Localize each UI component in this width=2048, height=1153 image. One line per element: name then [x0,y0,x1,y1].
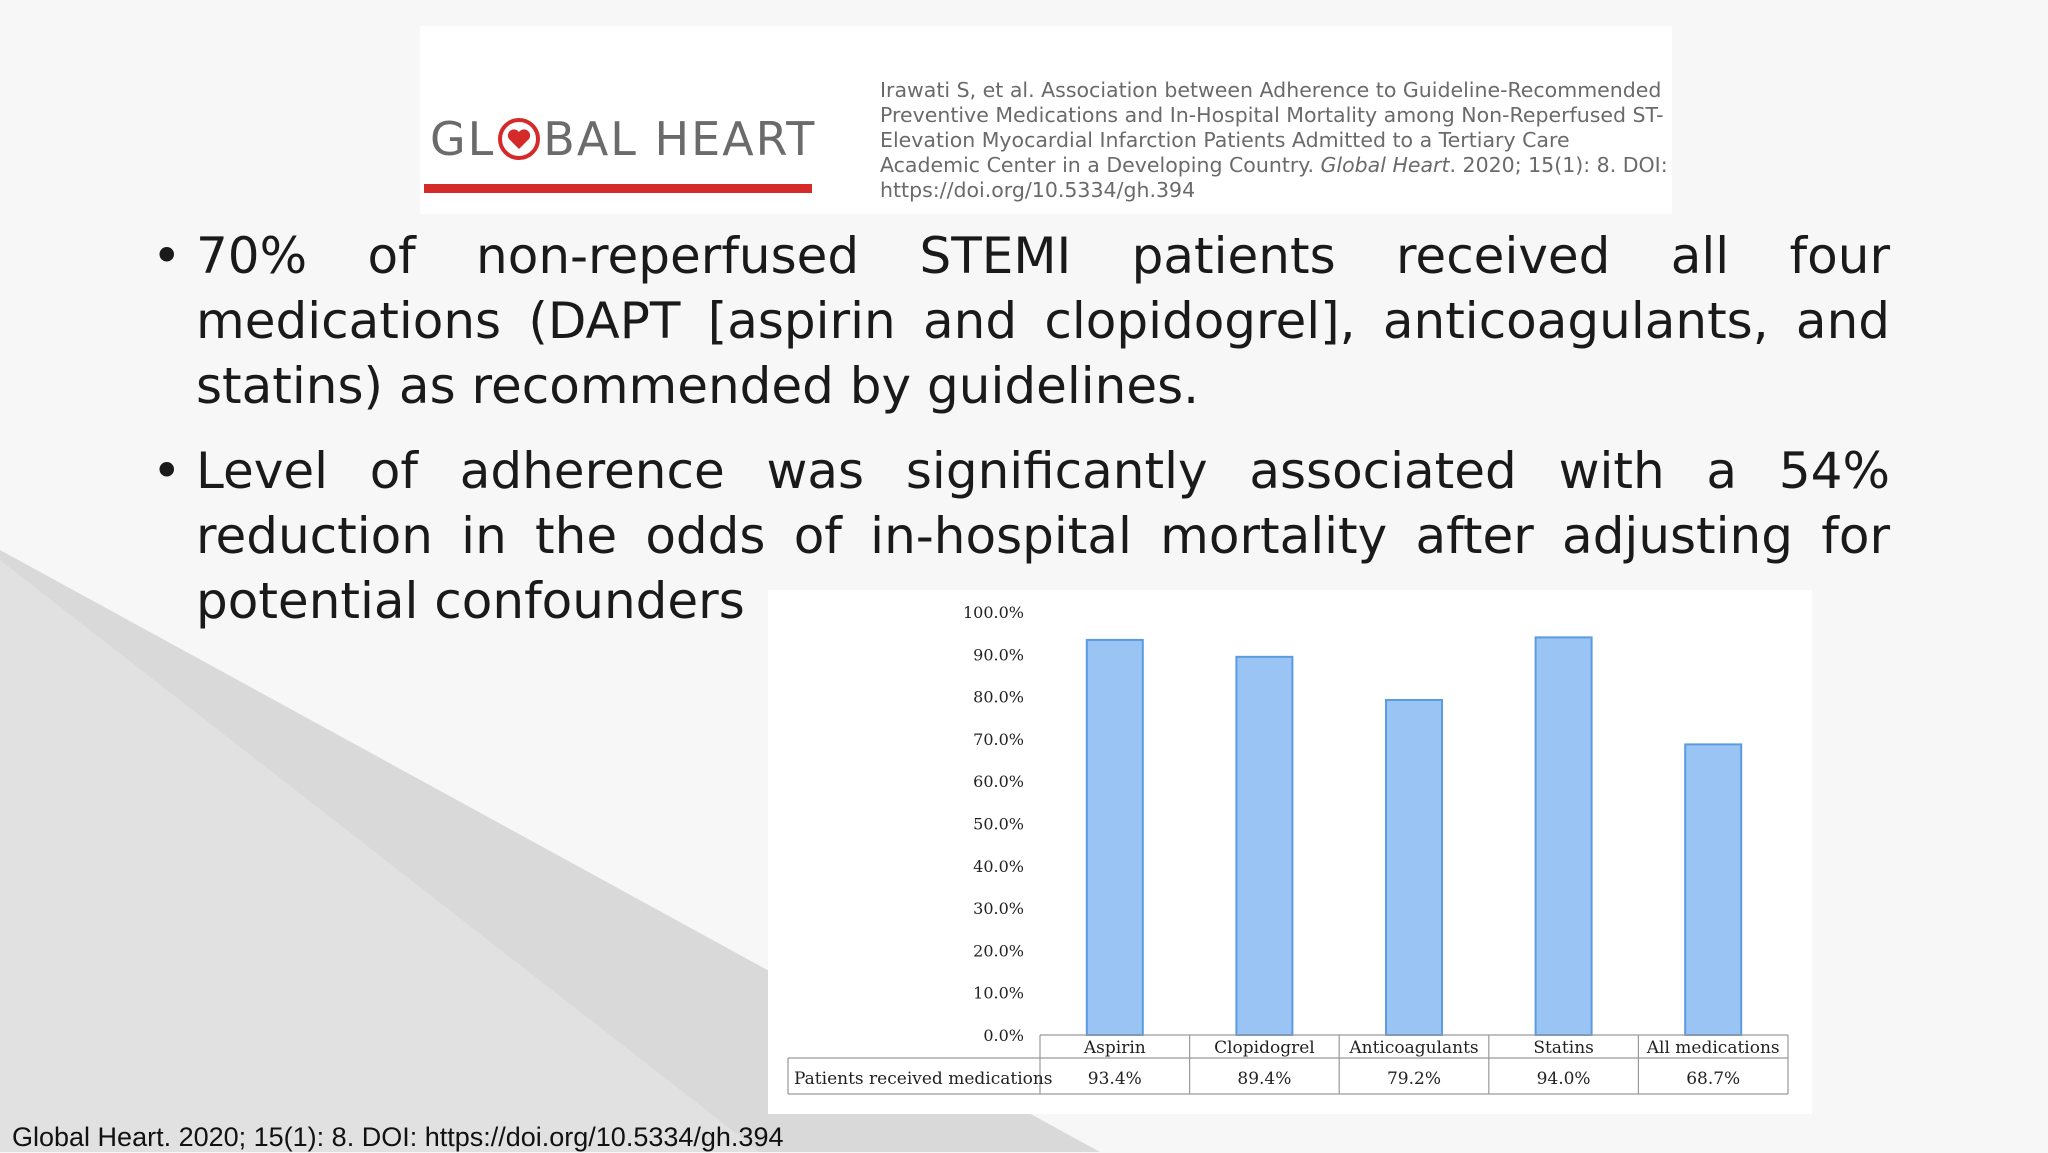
bullet-item: • 70% of non-reperfused STEMI patients r… [152,224,1890,419]
y-tick-label: 90.0% [973,645,1024,664]
category-label: Statins [1533,1038,1594,1058]
data-label: 94.0% [1537,1069,1591,1089]
bar [1235,655,1294,1036]
bullet-item: • Level of adherence was significantly a… [152,439,1890,634]
y-tick-label: 10.0% [973,984,1024,1003]
bar-chart: 0.0% 10.0% 20.0% 30.0% 40.0% 50.0% 60.0% 70.0% 8… [768,590,1812,1114]
bullet-list: • 70% of non-reperfused STEMI patients r… [152,224,1890,654]
y-tick-label: 0.0% [983,1026,1024,1045]
data-label: 68.7% [1686,1069,1740,1089]
chart-canvas: 0.0% 10.0% 20.0% 30.0% 40.0% 50.0% 60.0% 70.0% 8… [787,603,1789,1095]
y-tick-label: 70.0% [973,730,1024,749]
category-label: Aspirin [1083,1038,1146,1058]
y-tick-label: 40.0% [973,857,1024,876]
bullet-text: Level of adherence was significantly ass… [196,442,1890,630]
logo-text-end: BAL HEART [543,112,817,166]
category-label: Anticoagulants [1348,1038,1478,1058]
y-tick-label: 60.0% [973,772,1024,791]
logo-underline [424,184,812,193]
heart-icon [498,118,541,160]
citation-journal: Global Heart [1320,153,1450,177]
citation-main: Irawati S, et al. Association between Ad… [880,78,1664,177]
data-label: 89.4% [1237,1069,1291,1089]
category-label: Clopidogrel [1214,1038,1315,1058]
bullet-text: 70% of non-reperfused STEMI patients rec… [196,227,1890,415]
citation-tail: . 2020; 15(1): 8. DOI: https://doi.org/1… [880,153,1668,202]
citation-text: Irawati S, et al. Association between Ad… [880,78,1670,203]
y-tick-label: 80.0% [973,688,1024,707]
bullet-mark: • [152,442,182,500]
y-tick-label: 20.0% [973,941,1024,960]
footer-citation: Global Heart. 2020; 15(1): 8. DOI: https… [12,1122,784,1152]
data-label: 79.2% [1387,1069,1441,1089]
series-label: Patients received medications [794,1069,1053,1089]
y-tick-label: 100.0% [963,603,1024,622]
bar [1085,638,1144,1036]
logo-text-start: GL [430,112,496,166]
y-tick-label: 50.0% [973,815,1024,834]
data-label: 93.4% [1088,1069,1142,1089]
y-tick-label: 30.0% [973,899,1024,918]
bar [1534,636,1593,1036]
citation-header: GL BAL HEART Irawati S, et al. Associati… [420,26,1672,214]
bullet-mark: • [152,227,182,285]
bar [1385,698,1443,1036]
category-label: All medications [1646,1038,1780,1058]
global-heart-logo: GL BAL HEART [430,112,816,166]
bar [1684,743,1743,1037]
